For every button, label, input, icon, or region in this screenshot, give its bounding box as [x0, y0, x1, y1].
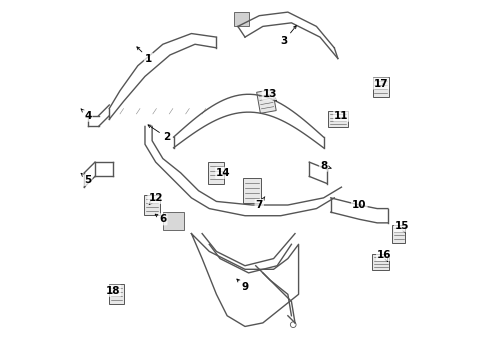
Bar: [208, 162, 224, 184]
Bar: [328, 111, 348, 127]
Bar: [163, 212, 184, 230]
Text: 16: 16: [377, 250, 392, 261]
Text: 13: 13: [263, 89, 277, 101]
Text: 7: 7: [256, 197, 265, 210]
Text: 3: 3: [281, 26, 296, 46]
Text: 12: 12: [148, 193, 163, 204]
Bar: [392, 225, 405, 243]
Text: 4: 4: [81, 109, 92, 121]
Text: 6: 6: [155, 214, 167, 224]
Bar: [373, 77, 389, 97]
Text: 1: 1: [137, 47, 152, 64]
Text: 9: 9: [237, 279, 248, 292]
Text: 5: 5: [81, 173, 92, 185]
Text: 8: 8: [320, 161, 331, 171]
Text: 15: 15: [395, 221, 410, 233]
Text: 17: 17: [373, 78, 388, 89]
Bar: [257, 90, 276, 113]
Text: 14: 14: [216, 168, 231, 178]
Text: 2: 2: [148, 125, 170, 142]
Bar: [372, 254, 390, 270]
Bar: [144, 195, 160, 215]
Text: 18: 18: [105, 286, 120, 296]
Bar: [234, 12, 248, 26]
Text: 10: 10: [352, 200, 367, 210]
Bar: [243, 178, 261, 203]
Bar: [109, 284, 123, 304]
Text: 11: 11: [334, 111, 349, 121]
